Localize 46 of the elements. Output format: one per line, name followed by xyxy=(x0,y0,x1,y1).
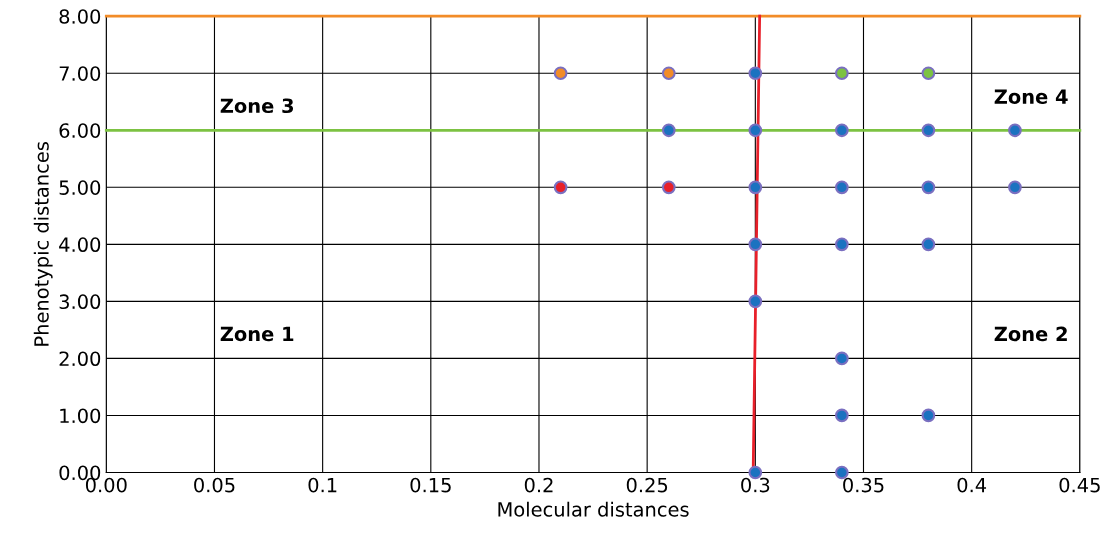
y-tick-label: 6.00 xyxy=(59,123,101,138)
point xyxy=(553,180,568,195)
point xyxy=(748,123,763,138)
annotation: Zone 3 xyxy=(220,98,294,114)
point xyxy=(661,180,676,195)
point xyxy=(748,237,763,252)
point xyxy=(921,66,936,81)
point xyxy=(1008,123,1022,138)
point xyxy=(748,294,763,309)
x-tick-label: 0.2 xyxy=(524,477,553,493)
x-tick-label: 0.05 xyxy=(194,477,235,493)
annotation: Zone 1 xyxy=(220,326,294,342)
point xyxy=(661,66,676,81)
x-axis-title: Molecular distances xyxy=(498,501,689,517)
y-tick-label: 3.00 xyxy=(59,294,101,310)
point xyxy=(835,180,849,195)
y-tick-label: 1.00 xyxy=(60,408,101,424)
point xyxy=(835,123,849,138)
y-tick-label: 8.00 xyxy=(59,9,101,24)
x-tick-label: 0.45 xyxy=(1059,477,1100,493)
point xyxy=(921,123,936,138)
y-tick-label: 4.00 xyxy=(59,237,101,253)
x-tick-label: 0.3 xyxy=(741,477,770,493)
point xyxy=(921,237,936,252)
x-tick-label: 0.15 xyxy=(410,477,451,493)
y-axis-title: Phenotypic distances xyxy=(33,142,53,346)
annotation: Zone 2 xyxy=(994,326,1067,342)
y-tick-label: 7.00 xyxy=(59,66,101,81)
y-tick-label: 2.00 xyxy=(59,351,101,367)
point xyxy=(835,66,849,81)
x-tick-label: 0.4 xyxy=(957,477,987,493)
annotation: Zone 4 xyxy=(994,89,1068,104)
point xyxy=(835,408,849,423)
x-tick-label: 0.1 xyxy=(308,477,337,493)
point xyxy=(921,408,936,423)
x-tick-label: 0.25 xyxy=(626,477,668,493)
point xyxy=(835,237,849,252)
point xyxy=(835,351,849,366)
point xyxy=(921,180,936,195)
y-tick-label: 5.00 xyxy=(59,180,101,195)
point xyxy=(553,66,568,81)
x-tick-label: 0.35 xyxy=(843,477,884,493)
point xyxy=(748,180,763,195)
point xyxy=(1008,180,1022,195)
point xyxy=(661,123,676,138)
point xyxy=(748,66,763,81)
